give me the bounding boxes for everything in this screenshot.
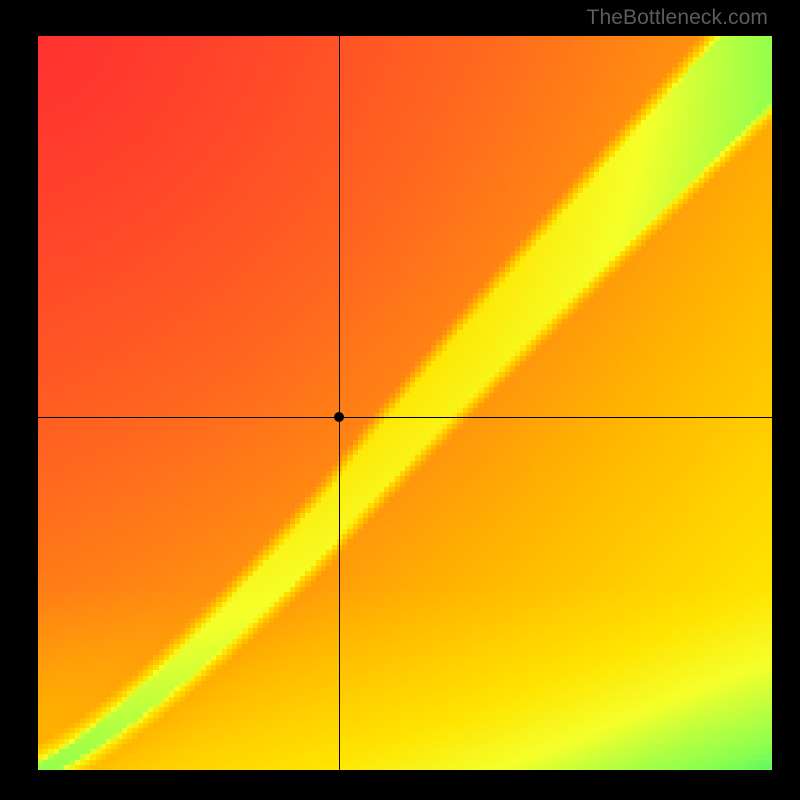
watermark-text: TheBottleneck.com [587, 6, 768, 30]
heatmap-canvas [38, 36, 772, 770]
crosshair-vertical [339, 36, 340, 770]
crosshair-horizontal [38, 417, 772, 418]
chart-container: TheBottleneck.com [0, 0, 800, 800]
crosshair-marker [334, 412, 344, 422]
plot-area [38, 36, 772, 770]
